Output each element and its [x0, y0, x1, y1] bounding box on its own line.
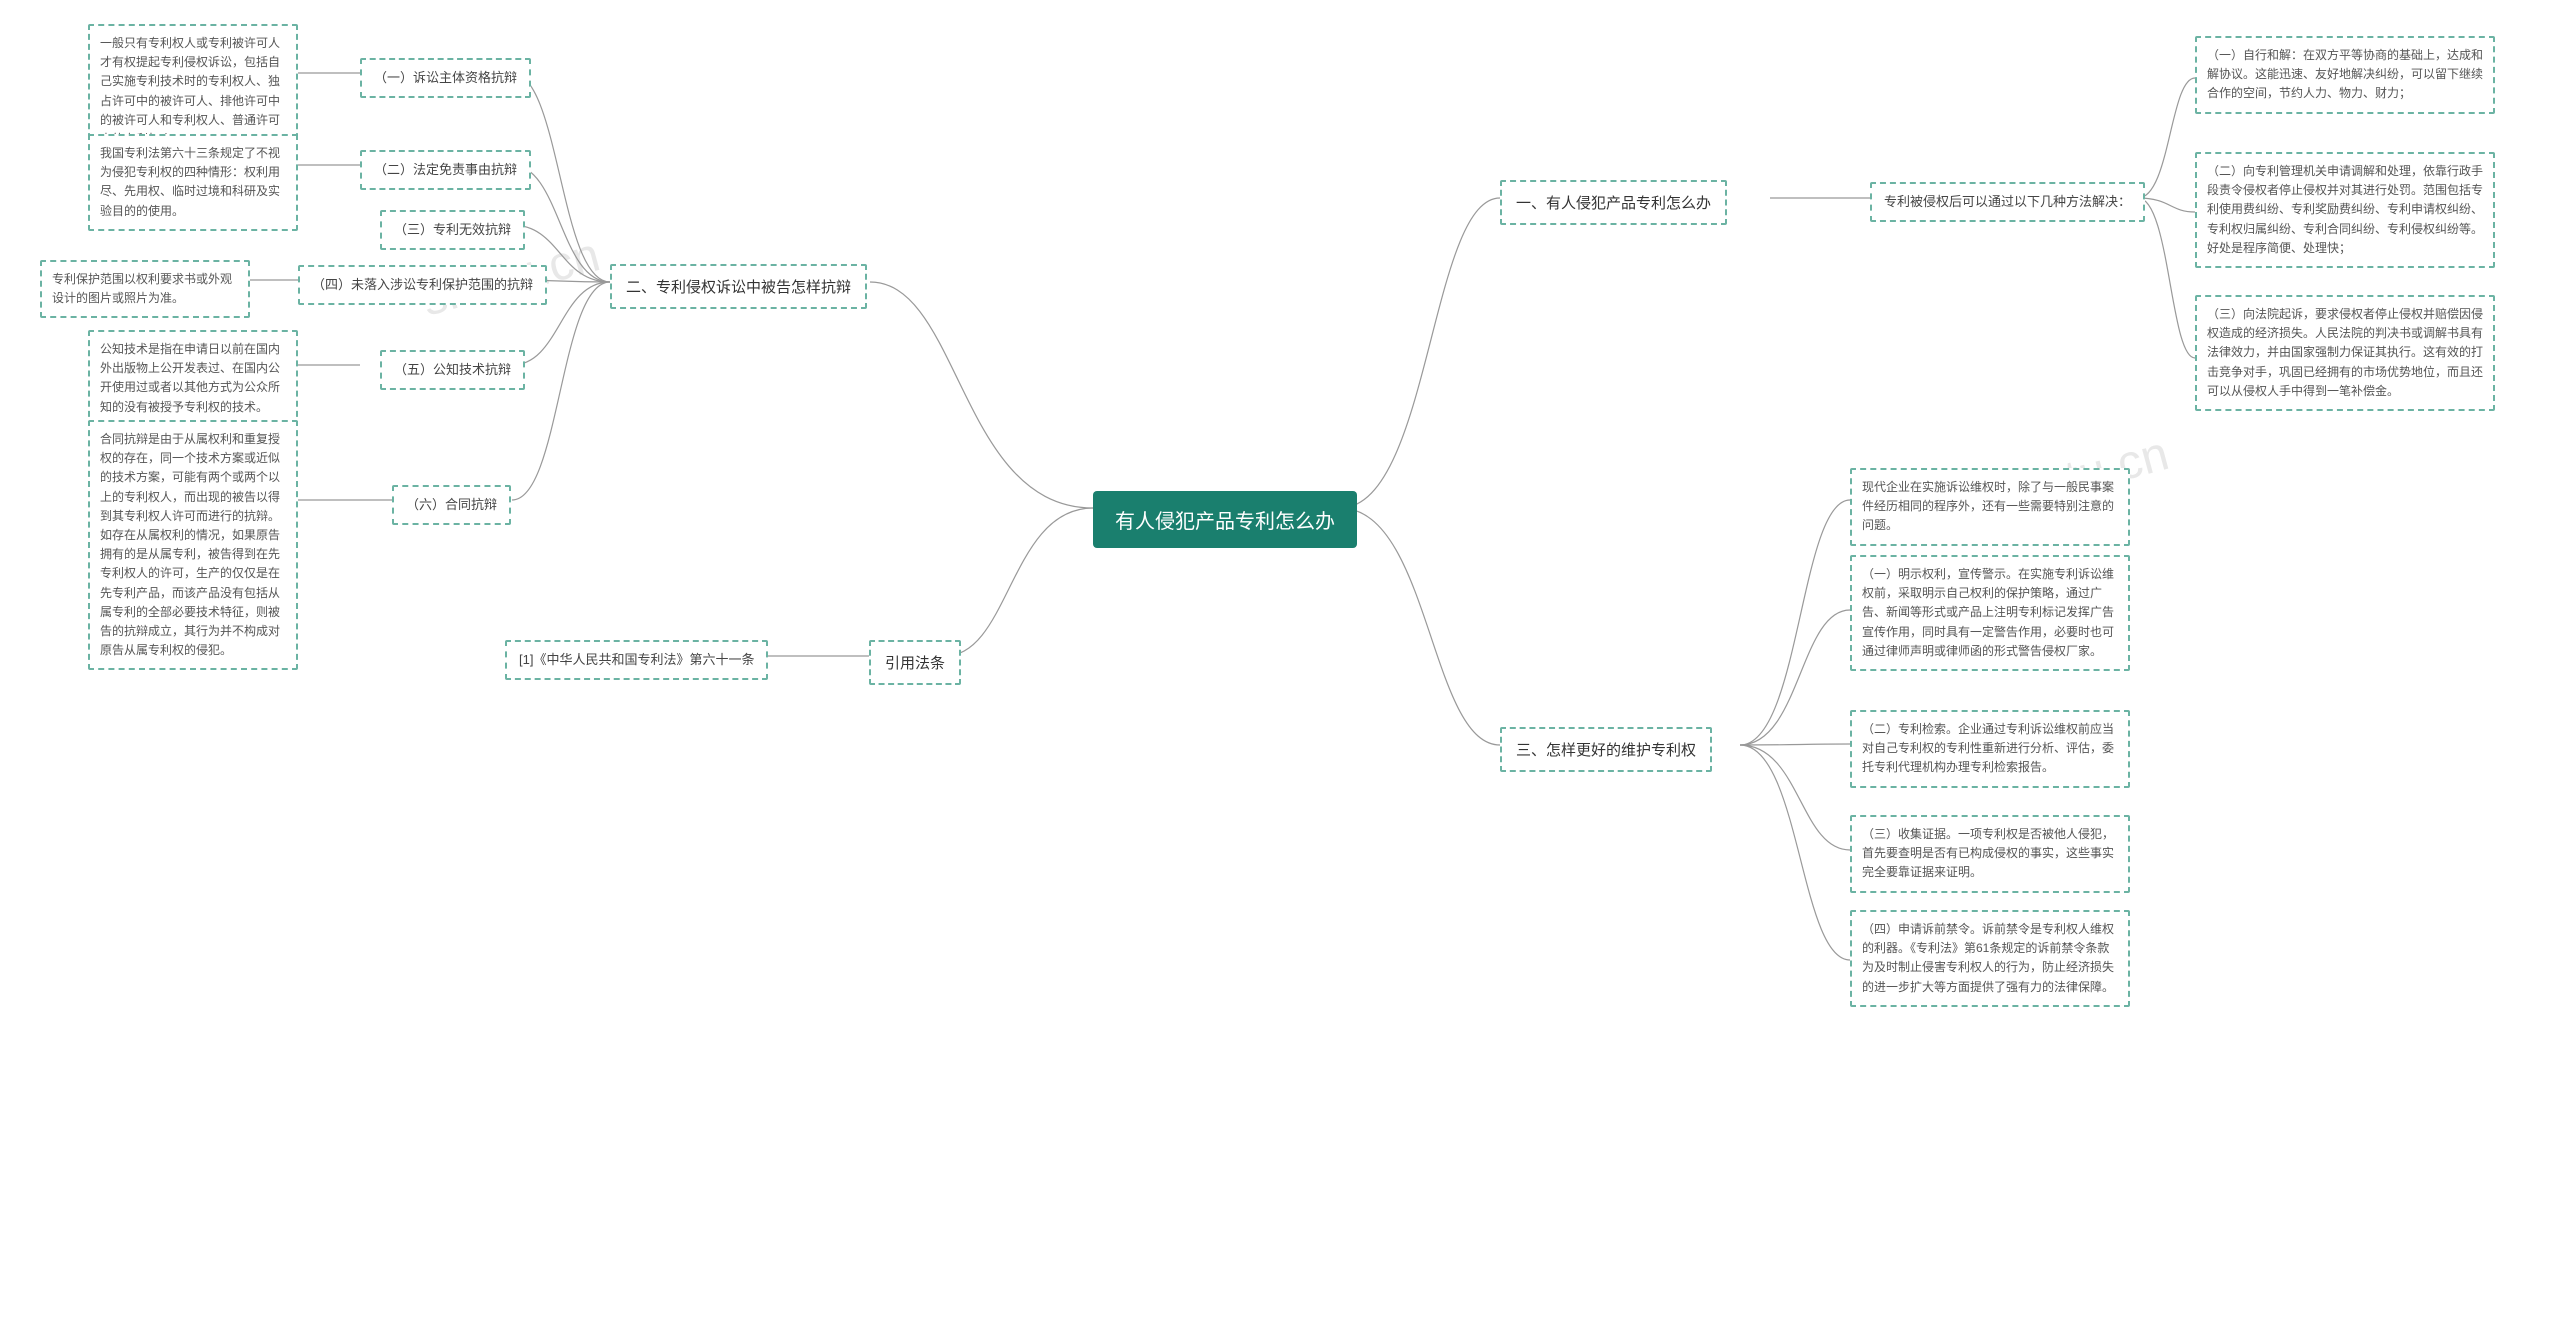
branch-3-detail-2: （二）专利检索。企业通过专利诉讼维权前应当对自己专利权的专利性重新进行分析、评估…: [1850, 710, 2130, 788]
branch-1-detail-2: （二）向专利管理机关申请调解和处理，依靠行政手段责令侵权者停止侵权并对其进行处罚…: [2195, 152, 2495, 268]
center-root-node: 有人侵犯产品专利怎么办: [1093, 491, 1357, 548]
branch-2-sub-4: （四）未落入涉讼专利保护范围的抗辩: [298, 265, 547, 305]
branch-3-detail-1: （一）明示权利，宣传警示。在实施专利诉讼维权前，采取明示自己权利的保护策略，通过…: [1850, 555, 2130, 671]
branch-2-detail-6: 合同抗辩是由于从属权利和重复授权的存在，同一个技术方案或近似的技术方案，可能有两…: [88, 420, 298, 670]
branch-1-detail-1: （一）自行和解：在双方平等协商的基础上，达成和解协议。这能迅速、友好地解决纠纷，…: [2195, 36, 2495, 114]
branch-2-detail-2: 我国专利法第六十三条规定了不视为侵犯专利权的四种情形：权利用尽、先用权、临时过境…: [88, 134, 298, 231]
branch-1-detail-3: （三）向法院起诉，要求侵权者停止侵权并赔偿因侵权造成的经济损失。人民法院的判决书…: [2195, 295, 2495, 411]
branch-2-sub-3: （三）专利无效抗辩: [380, 210, 525, 250]
connector-lines: [0, 0, 2560, 1331]
branch-4-sub: [1]《中华人民共和国专利法》第六十一条: [505, 640, 768, 680]
branch-2-sub-2: （二）法定免责事由抗辩: [360, 150, 531, 190]
branch-2-detail-4: 专利保护范围以权利要求书或外观设计的图片或照片为准。: [40, 260, 250, 318]
branch-2-sub-5: （五）公知技术抗辩: [380, 350, 525, 390]
branch-1-sub: 专利被侵权后可以通过以下几种方法解决：: [1870, 182, 2145, 222]
branch-2-detail-5: 公知技术是指在申请日以前在国内外出版物上公开发表过、在国内公开使用过或者以其他方…: [88, 330, 298, 427]
branch-3: 三、怎样更好的维护专利权: [1500, 727, 1712, 772]
branch-3-detail-4: （四）申请诉前禁令。诉前禁令是专利权人维权的利器。《专利法》第61条规定的诉前禁…: [1850, 910, 2130, 1007]
branch-1: 一、有人侵犯产品专利怎么办: [1500, 180, 1727, 225]
branch-2-sub-1: （一）诉讼主体资格抗辩: [360, 58, 531, 98]
branch-2-sub-6: （六）合同抗辩: [392, 485, 511, 525]
branch-2: 二、专利侵权诉讼中被告怎样抗辩: [610, 264, 867, 309]
branch-3-detail-3: （三）收集证据。一项专利权是否被他人侵犯，首先要查明是否有已构成侵权的事实，这些…: [1850, 815, 2130, 893]
branch-3-detail-0: 现代企业在实施诉讼维权时，除了与一般民事案件经历相同的程序外，还有一些需要特别注…: [1850, 468, 2130, 546]
branch-4: 引用法条: [869, 640, 961, 685]
